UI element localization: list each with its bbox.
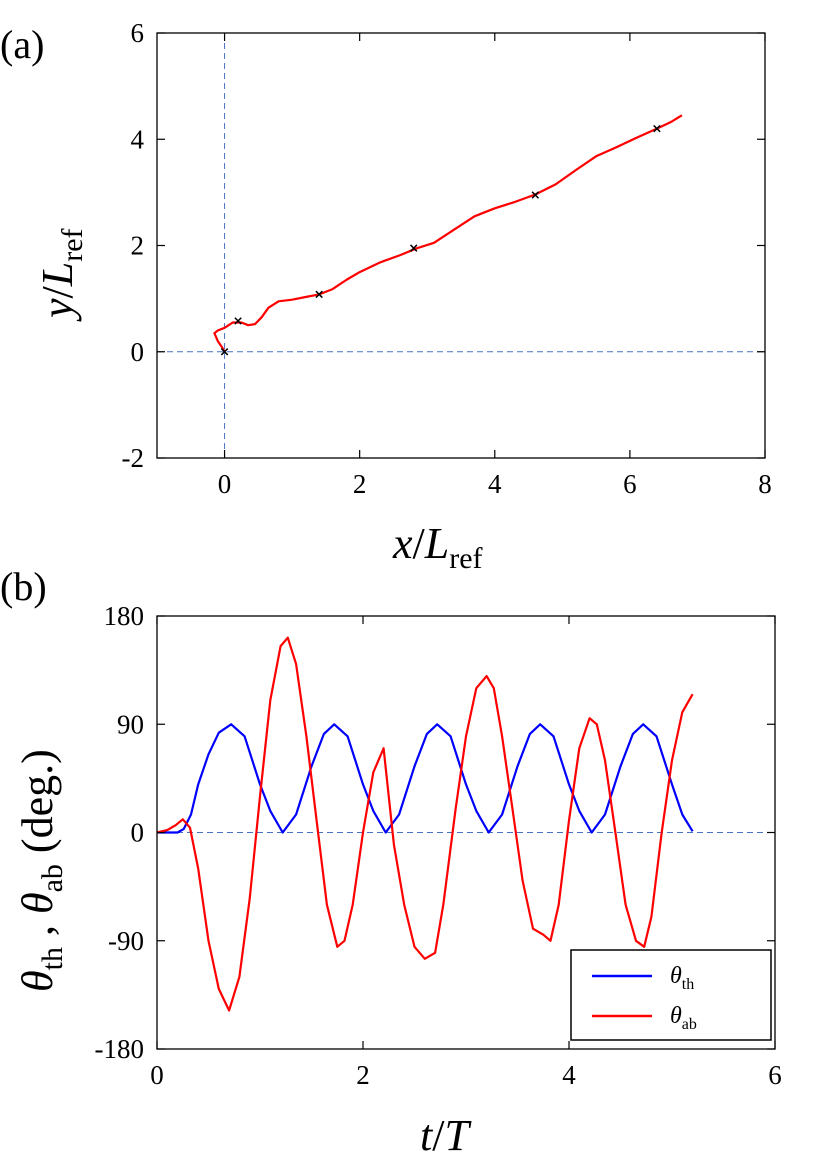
y-tick-label: 0 — [131, 337, 145, 367]
x-tick-label: 4 — [488, 469, 502, 499]
y-tick-label: -90 — [108, 926, 144, 956]
chart-a-frame — [156, 32, 766, 459]
chart-b-y-theta2: θ — [13, 892, 62, 914]
x-tick-label: 8 — [758, 469, 772, 499]
chart-a-ref-lines — [157, 33, 765, 458]
chart-a-y-sym: L — [33, 262, 82, 287]
marker-point — [220, 348, 229, 356]
chart-b-y-sub2: ab — [36, 864, 69, 892]
legend-label-ab: θab — [670, 1003, 697, 1033]
chart-a-markers — [220, 124, 661, 356]
marker-point — [315, 290, 323, 299]
marker-point — [409, 244, 418, 252]
series-line-th — [157, 723, 694, 834]
chart-a-ticks — [157, 32, 766, 459]
x-tick-label: 6 — [768, 1060, 782, 1090]
chart-b-y-unit: (deg.) — [13, 749, 62, 864]
y-tick-label: 2 — [131, 231, 145, 261]
chart-b-legend: θth θab — [570, 949, 772, 1041]
series-line-0 — [213, 114, 683, 353]
x-tick-label: 2 — [356, 1060, 370, 1090]
chart-b-y-comma: , — [13, 914, 62, 947]
y-tick-label: 4 — [131, 124, 145, 154]
marker-point — [234, 317, 242, 325]
chart-a-y-axis-label: y/Lref — [33, 228, 89, 322]
chart-a-tick-labels: 0 2 4 6 8 -2 0 2 4 6 — [122, 18, 772, 499]
chart-a-y-sub: ref — [56, 228, 89, 261]
y-tick-label: 6 — [131, 18, 145, 48]
series-line-ab — [156, 636, 694, 1012]
x-tick-label: 2 — [353, 469, 367, 499]
chart-a-x-sep: / — [413, 519, 426, 568]
legend-label-th: θth — [670, 963, 694, 993]
chart-b-y-axis-label: θth , θab (deg.) — [13, 749, 69, 992]
marker-point — [531, 191, 540, 199]
chart-a-x-var: x — [392, 519, 413, 568]
legend-box — [570, 949, 772, 1041]
x-tick-label: 4 — [562, 1060, 576, 1090]
x-tick-label: 0 — [218, 469, 232, 499]
panel-label-a: (a) — [0, 22, 44, 67]
x-tick-label: 0 — [150, 1060, 164, 1090]
chart-b-series — [156, 636, 694, 1012]
panel-label-b: (b) — [0, 564, 47, 609]
chart-b-x-sym: T — [444, 1111, 472, 1160]
chart-b-y-theta1: θ — [13, 970, 62, 992]
y-tick-label: -180 — [95, 1034, 145, 1064]
chart-b-ticks — [156, 615, 776, 1050]
chart-b-x-axis-label: t/T — [420, 1111, 472, 1160]
chart-b-x-sep: / — [432, 1111, 445, 1160]
chart-b-y-sub1: th — [36, 947, 69, 970]
y-tick-label: -2 — [122, 443, 145, 473]
y-tick-label: 0 — [131, 818, 145, 848]
chart-a-x-sub: ref — [449, 542, 482, 575]
chart-a-x-sym: L — [424, 519, 449, 568]
x-tick-label: 6 — [623, 469, 637, 499]
chart-b-x-var: t — [420, 1111, 434, 1160]
y-tick-label: 180 — [104, 601, 145, 631]
y-tick-label: 90 — [117, 709, 144, 739]
chart-a-x-axis-label: x/Lref — [392, 519, 483, 575]
chart-a-y-var: y — [33, 298, 82, 322]
marker-point — [653, 124, 661, 133]
chart-a-y-sep: / — [33, 285, 82, 298]
chart-a-series — [213, 114, 683, 353]
chart-b-tick-labels: 0 2 4 6 -180 -90 0 90 180 — [95, 601, 782, 1090]
